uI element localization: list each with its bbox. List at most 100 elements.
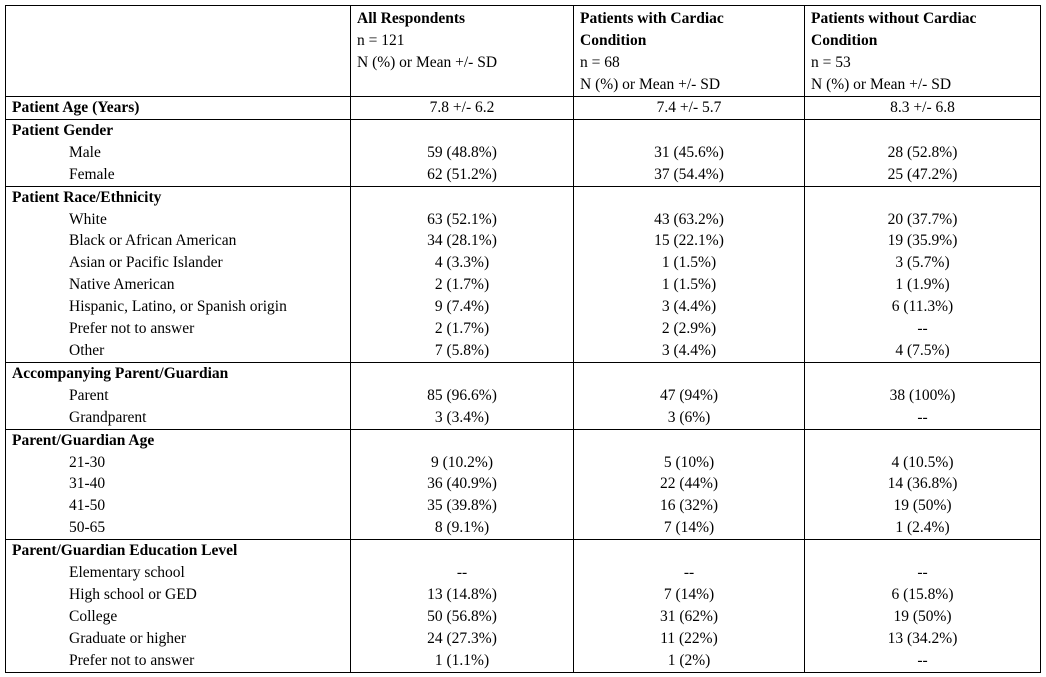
table-row: Parent/Guardian Age — [5, 428, 1041, 452]
cell-all: 35 (39.8%) — [350, 495, 574, 518]
table-row: Prefer not to answer 2 (1.7%) 2 (2.9%) -… — [5, 318, 1041, 340]
cell-all: 59 (48.8%) — [350, 141, 574, 164]
cell-noncardiac: -- — [804, 318, 1041, 340]
cell-noncardiac — [804, 428, 1041, 452]
section-label: Parent/Guardian Age — [5, 428, 351, 452]
cell-all — [350, 118, 574, 142]
table-row: Female 62 (51.2%) 37 (54.4%) 25 (47.2%) — [5, 163, 1041, 187]
cell-cardiac — [573, 361, 805, 385]
table-row: Patient Age (Years) 7.8 +/- 6.2 7.4 +/- … — [5, 96, 1041, 120]
cell-all: -- — [350, 562, 574, 584]
cell-all — [350, 539, 574, 563]
cell-cardiac: 11 (22%) — [573, 627, 805, 650]
cell-cardiac — [573, 118, 805, 142]
header-n: n = 53 — [811, 53, 851, 71]
cell-all: 4 (3.3%) — [350, 252, 574, 275]
cell-cardiac: 3 (4.4%) — [573, 339, 805, 363]
cell-cardiac — [573, 539, 805, 563]
cell-noncardiac: 38 (100%) — [804, 384, 1041, 407]
cell-all: 62 (51.2%) — [350, 163, 574, 187]
cell-noncardiac: 6 (15.8%) — [804, 583, 1041, 606]
cell-noncardiac: 13 (34.2%) — [804, 627, 1041, 650]
cell-cardiac: 3 (4.4%) — [573, 296, 805, 319]
cell-all: 2 (1.7%) — [350, 274, 574, 297]
cell-all: 85 (96.6%) — [350, 384, 574, 407]
row-label: College — [5, 605, 351, 628]
cell-noncardiac: 14 (36.8%) — [804, 473, 1041, 496]
cell-noncardiac: 25 (47.2%) — [804, 163, 1041, 187]
cell-noncardiac — [804, 539, 1041, 563]
table-row: Elementary school -- -- -- — [5, 562, 1041, 584]
cell-cardiac: 7.4 +/- 5.7 — [573, 96, 805, 120]
row-label: Prefer not to answer — [5, 318, 351, 340]
table-row: White 63 (52.1%) 43 (63.2%) 20 (37.7%) — [5, 208, 1041, 231]
cell-all — [350, 361, 574, 385]
row-label: 41-50 — [5, 495, 351, 518]
header-n: n = 121 — [357, 31, 405, 49]
table-row: Grandparent 3 (3.4%) 3 (6%) -- — [5, 406, 1041, 430]
table-row: Parent/Guardian Education Level — [5, 539, 1041, 563]
cell-all: 7.8 +/- 6.2 — [350, 96, 574, 120]
cell-cardiac: 5 (10%) — [573, 451, 805, 474]
cell-all — [350, 428, 574, 452]
row-label: Black or African American — [5, 230, 351, 253]
cell-cardiac: 7 (14%) — [573, 583, 805, 606]
header-stat: N (%) or Mean +/- SD — [357, 53, 498, 71]
cell-cardiac: 15 (22.1%) — [573, 230, 805, 253]
row-label: 21-30 — [5, 451, 351, 474]
cell-cardiac — [573, 185, 805, 209]
cell-all — [350, 185, 574, 209]
cell-noncardiac — [804, 118, 1041, 142]
cell-cardiac: 1 (2%) — [573, 649, 805, 673]
cell-all: 8 (9.1%) — [350, 517, 574, 540]
cell-noncardiac: 8.3 +/- 6.8 — [804, 96, 1041, 120]
table-row: 50-65 8 (9.1%) 7 (14%) 1 (2.4%) — [5, 517, 1041, 540]
cell-cardiac: -- — [573, 562, 805, 584]
cell-noncardiac: 6 (11.3%) — [804, 296, 1041, 319]
cell-noncardiac: -- — [804, 562, 1041, 584]
cell-cardiac: 43 (63.2%) — [573, 208, 805, 231]
cell-all: 36 (40.9%) — [350, 473, 574, 496]
cell-noncardiac: 3 (5.7%) — [804, 252, 1041, 275]
header-noncardiac: Patients without Cardiac Condition n = 5… — [804, 5, 1041, 97]
cell-all: 34 (28.1%) — [350, 230, 574, 253]
table-row: Native American 2 (1.7%) 1 (1.5%) 1 (1.9… — [5, 274, 1041, 297]
cell-cardiac: 37 (54.4%) — [573, 163, 805, 187]
row-label: 31-40 — [5, 473, 351, 496]
table-row: Black or African American 34 (28.1%) 15 … — [5, 230, 1041, 253]
cell-noncardiac: -- — [804, 406, 1041, 430]
section-label: Parent/Guardian Education Level — [5, 539, 351, 563]
cell-all: 63 (52.1%) — [350, 208, 574, 231]
cell-all: 9 (10.2%) — [350, 451, 574, 474]
table-row: 31-40 36 (40.9%) 22 (44%) 14 (36.8%) — [5, 473, 1041, 496]
cell-cardiac: 31 (62%) — [573, 605, 805, 628]
row-label: Elementary school — [5, 562, 351, 584]
section-label: Patient Race/Ethnicity — [5, 185, 351, 209]
demographics-table: All Respondents n = 121 N (%) or Mean +/… — [5, 5, 1041, 673]
cell-cardiac: 16 (32%) — [573, 495, 805, 518]
cell-noncardiac: 1 (1.9%) — [804, 274, 1041, 297]
cell-noncardiac — [804, 185, 1041, 209]
cell-noncardiac: -- — [804, 649, 1041, 673]
cell-cardiac: 2 (2.9%) — [573, 318, 805, 340]
row-label: White — [5, 208, 351, 231]
cell-noncardiac: 28 (52.8%) — [804, 141, 1041, 164]
cell-all: 3 (3.4%) — [350, 406, 574, 430]
row-label: Male — [5, 141, 351, 164]
header-row: All Respondents n = 121 N (%) or Mean +/… — [5, 5, 1041, 97]
table-row: 41-50 35 (39.8%) 16 (32%) 19 (50%) — [5, 495, 1041, 518]
header-title-line1: Patients with Cardiac — [580, 10, 724, 27]
table-row: College 50 (56.8%) 31 (62%) 19 (50%) — [5, 605, 1041, 628]
row-label: High school or GED — [5, 583, 351, 606]
cell-noncardiac: 1 (2.4%) — [804, 517, 1041, 540]
cell-all: 7 (5.8%) — [350, 339, 574, 363]
cell-cardiac: 31 (45.6%) — [573, 141, 805, 164]
cell-all: 24 (27.3%) — [350, 627, 574, 650]
table-row: High school or GED 13 (14.8%) 7 (14%) 6 … — [5, 583, 1041, 606]
cell-noncardiac: 19 (50%) — [804, 495, 1041, 518]
table-row: Patient Race/Ethnicity — [5, 185, 1041, 209]
cell-cardiac: 3 (6%) — [573, 406, 805, 430]
cell-all: 50 (56.8%) — [350, 605, 574, 628]
cell-cardiac: 1 (1.5%) — [573, 252, 805, 275]
table-row: Graduate or higher 24 (27.3%) 11 (22%) 1… — [5, 627, 1041, 650]
